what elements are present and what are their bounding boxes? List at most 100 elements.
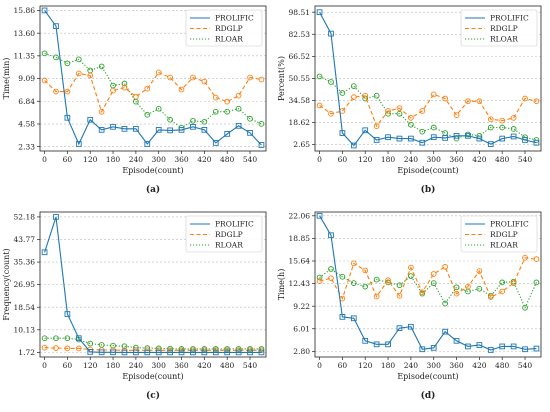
data-point-prolific [53, 214, 59, 220]
data-point-rdglp [522, 95, 528, 102]
legend-label-rloar: RLOAR [490, 35, 518, 44]
y-tick-label: 4.58 [18, 120, 35, 129]
data-point-prolific [499, 343, 506, 350]
data-point-prolific [64, 114, 71, 121]
data-point-prolific [476, 342, 483, 348]
data-point-rdglp [385, 277, 391, 284]
y-tick-label: 82.53 [289, 30, 311, 39]
data-point-prolific [373, 341, 380, 348]
data-point-rloar [87, 340, 94, 347]
data-point-rloar [121, 343, 128, 350]
data-point-rdglp [247, 74, 253, 81]
data-point-rdglp [350, 94, 357, 100]
y-axis-label: Time(h) [277, 269, 286, 301]
data-point-rdglp [258, 76, 265, 83]
y-tick-label: 52.18 [14, 212, 36, 221]
data-point-rdglp [430, 91, 437, 98]
data-point-prolific [178, 349, 185, 356]
series-line-prolific [44, 10, 262, 146]
data-point-rloar [155, 105, 162, 112]
data-point-prolific [167, 349, 173, 356]
data-point-prolific [419, 139, 426, 146]
legend-label-prolific: PROLIFIC [490, 220, 529, 229]
x-tick-label: 360 [449, 361, 464, 370]
data-point-prolific [396, 325, 403, 331]
data-point-prolific [110, 349, 116, 356]
data-point-rdglp [510, 115, 517, 121]
data-point-rloar [167, 116, 173, 123]
data-point-rloar [487, 124, 494, 131]
series-line-rloar [319, 268, 537, 310]
y-tick-label: 34.58 [289, 96, 311, 105]
data-point-prolific [385, 341, 391, 348]
data-point-rloar [373, 92, 380, 99]
data-point-prolific [533, 139, 540, 146]
legend-box [185, 9, 263, 47]
data-point-prolific [75, 141, 82, 147]
data-point-prolific [247, 349, 253, 356]
data-point-rloar [212, 108, 219, 115]
x-tick-label: 0 [42, 155, 47, 164]
y-axis-label: Time(min) [2, 58, 11, 100]
data-point-rloar [190, 117, 196, 124]
data-point-prolific [224, 349, 231, 356]
data-point-prolific [373, 137, 380, 143]
panel-caption: (a) [146, 184, 160, 195]
legend-label-prolific: PROLIFIC [215, 220, 254, 229]
data-point-rloar [408, 273, 414, 279]
data-point-rloar [373, 276, 380, 283]
x-tick-label: 120 [358, 361, 373, 370]
y-tick-label: 12.43 [289, 279, 311, 288]
plot-frame [39, 211, 267, 358]
data-point-rloar [350, 280, 357, 286]
x-tick-label: 540 [243, 155, 258, 164]
data-point-rdglp [396, 292, 403, 299]
chart-panel-d: 2.80 6.01 9.22 12.43 15.64 18.85 22.06 0 60 120 18… [277, 211, 542, 401]
data-point-rdglp [533, 98, 540, 105]
data-point-prolific [316, 9, 323, 16]
legend-label-rdglp: RDGLP [490, 24, 518, 33]
data-point-prolific [339, 130, 346, 136]
data-point-rdglp [396, 105, 403, 112]
legend-label-prolific: PROLIFIC [215, 14, 254, 23]
data-point-rdglp [190, 74, 196, 81]
data-point-rloar [144, 111, 151, 118]
panel-caption: (c) [146, 390, 160, 401]
data-point-prolific [190, 349, 196, 356]
data-point-rdglp [224, 98, 231, 105]
legend-label-rloar: RLOAR [215, 35, 243, 44]
data-point-rdglp [53, 345, 59, 351]
data-point-rdglp [53, 88, 59, 95]
data-point-rloar [396, 282, 403, 289]
data-point-rdglp [121, 84, 128, 91]
x-tick-label: 300 [152, 361, 167, 370]
data-point-rdglp [339, 108, 346, 114]
y-tick-label: 26.95 [14, 280, 36, 289]
x-tick-label: 300 [427, 155, 442, 164]
data-point-rloar [53, 335, 59, 342]
legend-box [460, 9, 538, 47]
data-point-rloar [419, 128, 426, 135]
chart-panel-c: 1.72 10.13 18.54 26.95 35.36 43.77 52.18 0 60 120… [2, 211, 267, 401]
data-point-rdglp [408, 115, 414, 121]
x-axis-label: Episode(count) [122, 166, 183, 175]
data-point-rdglp [430, 271, 437, 277]
data-point-prolific [522, 137, 528, 143]
chart-panel-a: 2.33 4.58 6.84 9.09 11.35 13.60 15.86 0 60 120 180… [2, 5, 267, 195]
data-point-rloar [41, 50, 48, 57]
data-point-rdglp [64, 345, 71, 352]
data-point-rdglp [385, 108, 391, 114]
x-tick-label: 480 [495, 361, 510, 370]
data-point-prolific [258, 349, 265, 356]
legend-box [185, 215, 263, 253]
data-point-prolific [133, 125, 139, 132]
y-tick-label: 9.22 [293, 302, 310, 311]
panel-caption: (b) [421, 184, 436, 195]
data-point-prolific [362, 337, 369, 344]
data-point-prolific [201, 349, 208, 356]
data-point-rdglp [419, 108, 426, 114]
x-tick-label: 60 [338, 155, 348, 164]
data-point-rdglp [522, 254, 528, 261]
x-tick-label: 0 [42, 361, 47, 370]
data-point-rloar [235, 105, 242, 112]
